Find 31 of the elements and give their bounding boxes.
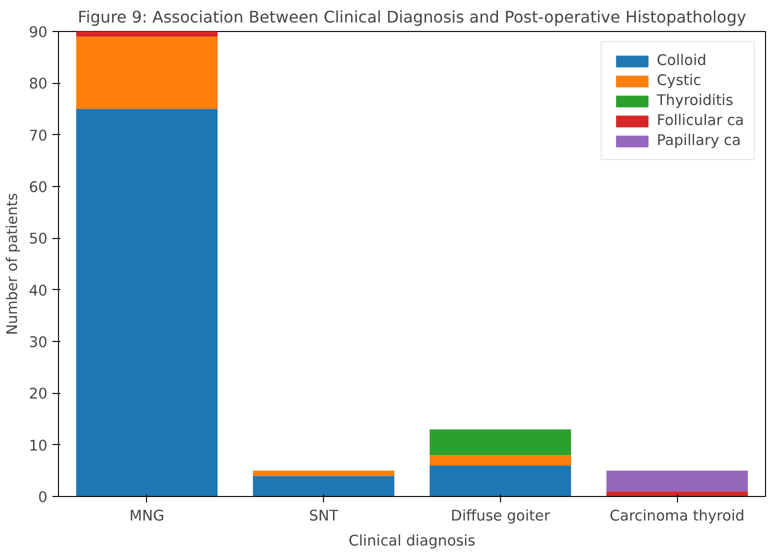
bar — [76, 36, 218, 109]
x-tick-label: Diffuse goiter — [450, 508, 551, 524]
bar — [252, 470, 394, 476]
y-axis-title: Number of patients — [4, 192, 21, 336]
bar — [252, 476, 394, 496]
x-axis-title: Clinical diagnosis — [348, 532, 476, 550]
y-tick-label: 90 — [28, 24, 48, 41]
x-tick-label: MNG — [129, 508, 164, 524]
y-tick-label: 30 — [28, 334, 48, 351]
y-tick-label: 50 — [28, 230, 48, 248]
legend-label: Cystic — [656, 72, 702, 89]
chart-title: Figure 9: Association Between Clinical Diagnosis and Post-operative Histopathology — [78, 8, 746, 26]
bar — [76, 109, 218, 496]
legend-label: Colloid — [656, 52, 706, 69]
y-tick-label: 20 — [28, 386, 48, 403]
bar — [430, 429, 572, 456]
y-tick-label: 60 — [28, 179, 48, 196]
bar — [76, 32, 218, 37]
y-tick-label: 0 — [38, 489, 48, 506]
x-tick-label: Carcinoma thyroid — [610, 508, 745, 524]
y-tick-label: 80 — [28, 76, 48, 93]
bar — [430, 466, 572, 496]
y-tick-label: 70 — [28, 127, 48, 144]
x-tick-label: SNT — [309, 508, 338, 524]
y-tick-label: 10 — [28, 437, 48, 454]
legend-label: Follicular ca — [656, 112, 744, 129]
bar — [606, 470, 748, 492]
legend-label: Papillary ca — [656, 132, 741, 149]
y-tick-label: 40 — [28, 282, 48, 300]
legend-label: Thyroiditis — [656, 92, 734, 109]
bar — [430, 455, 572, 466]
